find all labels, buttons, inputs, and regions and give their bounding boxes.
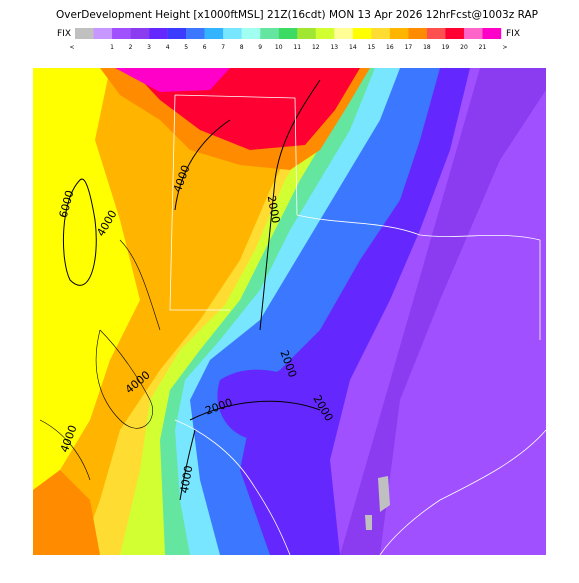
legend-swatch: [130, 28, 150, 39]
legend-label: 13: [330, 44, 338, 51]
legend-label: 9: [258, 44, 262, 51]
contour-line: [174, 119, 231, 211]
legend-label: 5: [184, 44, 188, 51]
legend-label: 20: [460, 44, 468, 51]
legend-label: >: [502, 44, 507, 51]
contour-line: [179, 429, 196, 501]
legend-label: 2: [129, 44, 133, 51]
legend-swatch: [426, 28, 446, 39]
legend-swatch: [149, 28, 168, 39]
contour-line: [259, 79, 321, 331]
legend-swatch: [186, 28, 205, 39]
legend-label: 21: [479, 44, 487, 51]
contour-line: [95, 329, 153, 429]
field-gray: [365, 515, 372, 530]
legend-swatch: [371, 28, 391, 39]
legend-label: 10: [275, 44, 283, 51]
legend-label: 1: [110, 44, 114, 51]
legend-swatch: [112, 28, 131, 39]
legend-swatch: [204, 28, 224, 39]
contour-line: [189, 400, 321, 421]
legend-swatch: [352, 28, 372, 39]
state-border: [296, 214, 541, 241]
legend-label: 15: [368, 44, 376, 51]
legend-label: 17: [405, 44, 413, 51]
legend-label: 7: [221, 44, 225, 51]
legend-swatch: [297, 28, 316, 39]
contour-line: [119, 239, 161, 331]
fix-left: FIX: [57, 29, 71, 39]
legend-label: 3: [147, 44, 151, 51]
legend-swatch: [278, 28, 298, 39]
legend-swatch: [334, 28, 354, 39]
color-legend: <1 2 3 4 5 6 7 8 9 10 11 12 13 14 15 16 17 18 19 20 21 >: [69, 28, 508, 51]
legend-label: 18: [423, 44, 431, 51]
legend-label: 6: [203, 44, 207, 51]
legend-label: 12: [312, 44, 320, 51]
state-border: [174, 419, 291, 555]
legend-label: 14: [349, 44, 357, 51]
contour-line: [39, 419, 91, 481]
legend-label: 4: [166, 44, 170, 51]
coastline: [379, 429, 546, 555]
legend-label: 19: [442, 44, 450, 51]
field-sw-orange: [33, 470, 100, 555]
legend-swatch: [463, 28, 483, 39]
contour-label: 2000: [265, 194, 283, 224]
legend-swatch: [167, 28, 187, 39]
legend-swatch: [389, 28, 409, 39]
map-title: OverDevelopment Height [x1000ftMSL] 21Z(…: [56, 9, 538, 21]
map: [33, 68, 546, 555]
fix-right: FIX: [506, 29, 520, 39]
legend-label: 8: [240, 44, 244, 51]
legend-swatch: [260, 28, 279, 39]
contour-line: [63, 178, 97, 286]
contour-label: 4000: [178, 464, 196, 494]
legend-swatch: [315, 28, 335, 39]
state-border: [169, 94, 298, 311]
legend-swatch: [482, 28, 502, 39]
field-blob: [217, 369, 322, 441]
legend-swatch: [445, 28, 465, 39]
legend-swatch: [223, 28, 242, 39]
legend-swatch: [75, 28, 94, 39]
field-yellow: [33, 68, 140, 490]
legend-label: 16: [386, 44, 394, 51]
field-magenta: [115, 68, 230, 92]
legend-swatch: [241, 28, 261, 39]
legend-swatch: [93, 28, 113, 39]
field-gray: [378, 476, 390, 512]
field-violet: [340, 68, 546, 555]
legend-swatch: [408, 28, 428, 39]
legend-label: 11: [293, 44, 301, 51]
legend-label: <: [69, 44, 74, 51]
